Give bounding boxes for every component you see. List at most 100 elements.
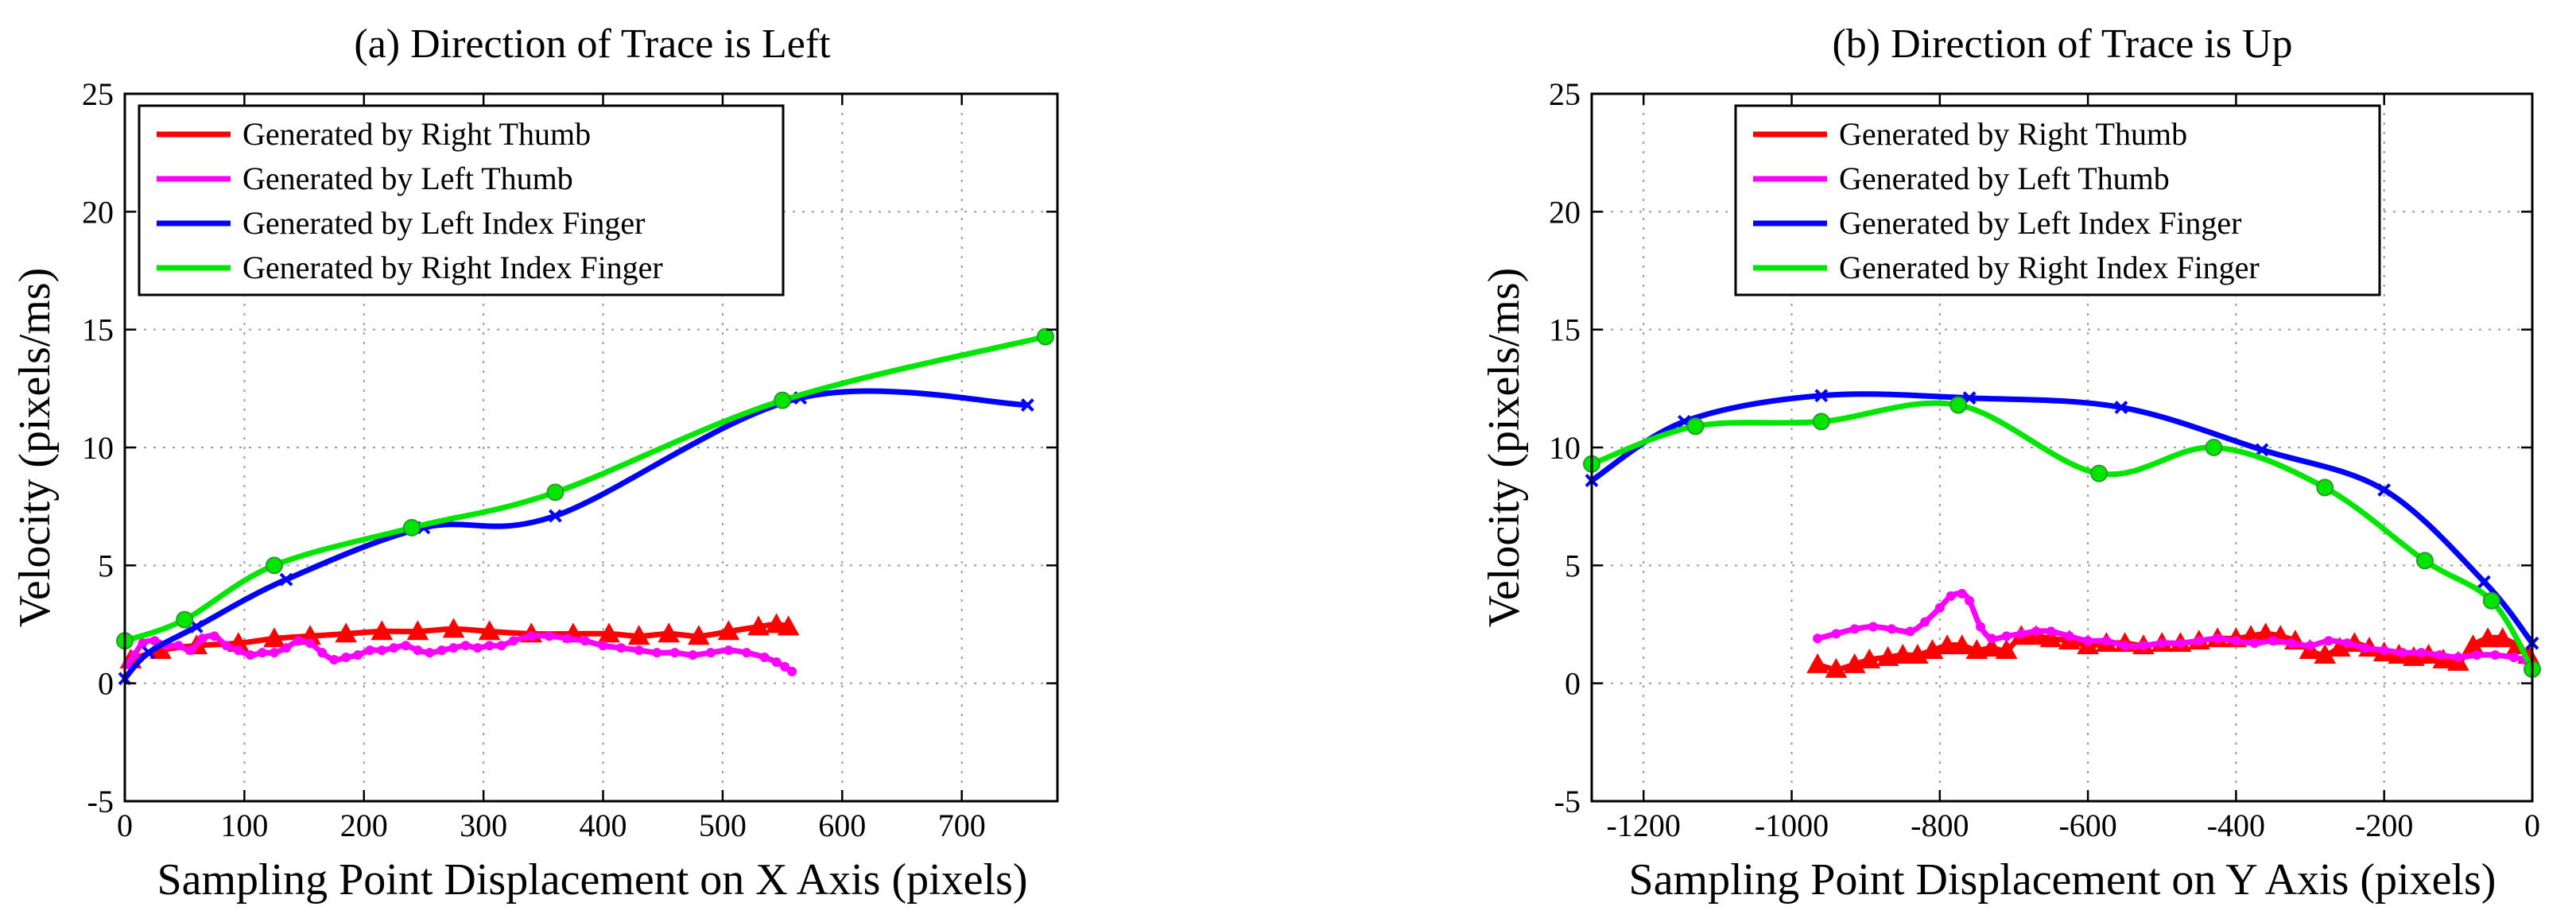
data-point bbox=[2314, 644, 2337, 664]
data-point bbox=[2083, 636, 2093, 646]
data-point bbox=[2361, 643, 2371, 653]
data-point bbox=[1920, 617, 1930, 627]
x-tick-label: -600 bbox=[2058, 808, 2116, 843]
data-point bbox=[176, 610, 194, 629]
legend-label: Generated by Right Thumb bbox=[242, 116, 591, 152]
y-tick-label: 10 bbox=[82, 430, 114, 466]
data-point bbox=[759, 653, 770, 663]
data-point bbox=[2415, 552, 2434, 570]
data-point bbox=[484, 641, 495, 651]
data-point bbox=[1831, 629, 1841, 639]
data-point bbox=[335, 622, 358, 643]
data-point bbox=[317, 648, 328, 658]
data-point bbox=[2114, 401, 2128, 414]
legend-item: Generated by Left Index Finger bbox=[157, 205, 645, 241]
data-point bbox=[2138, 641, 2148, 651]
y-tick-label: 0 bbox=[1565, 666, 1581, 702]
data-point bbox=[1949, 396, 1968, 414]
data-point bbox=[2090, 464, 2109, 482]
data-point bbox=[546, 483, 564, 502]
data-point bbox=[245, 650, 255, 661]
data-point bbox=[508, 636, 518, 646]
data-point bbox=[1987, 633, 1997, 644]
legend: Generated by Right Thumb Generated by Lef… bbox=[138, 104, 785, 296]
data-point bbox=[1812, 413, 1830, 431]
plot-frame bbox=[123, 92, 1059, 803]
data-point bbox=[2477, 575, 2491, 589]
data-point bbox=[377, 645, 387, 656]
data-point bbox=[496, 641, 506, 651]
data-point bbox=[2490, 650, 2500, 661]
data-point bbox=[442, 618, 465, 638]
data-point bbox=[2434, 650, 2445, 661]
data-point bbox=[1946, 591, 1956, 601]
data-point bbox=[2064, 631, 2074, 641]
data-point bbox=[448, 643, 459, 653]
x-tick-label: 700 bbox=[938, 808, 986, 843]
x-tick-label: -1200 bbox=[1607, 808, 1681, 843]
data-point bbox=[742, 648, 751, 658]
data-point bbox=[771, 657, 782, 667]
data-point bbox=[687, 625, 710, 645]
data-point bbox=[2231, 636, 2241, 646]
data-point bbox=[1905, 626, 1915, 637]
y-tick-label: -5 bbox=[87, 784, 114, 819]
data-point bbox=[669, 648, 680, 658]
data-point bbox=[265, 556, 283, 575]
data-point bbox=[370, 620, 394, 641]
x-tick-label: 100 bbox=[220, 808, 268, 843]
legend-item: Generated by Right Thumb bbox=[157, 116, 591, 152]
data-point bbox=[425, 648, 435, 658]
data-point bbox=[2205, 439, 2223, 456]
data-point bbox=[1814, 389, 1829, 403]
y-tick-label: 5 bbox=[1565, 548, 1581, 583]
data-point bbox=[1995, 639, 2018, 660]
data-point bbox=[197, 633, 208, 644]
data-point bbox=[293, 636, 304, 646]
x-axis-label: Sampling Point Displacement on Y Axis (p… bbox=[1629, 855, 2496, 905]
x-tick-label: -800 bbox=[1911, 808, 1969, 843]
data-point bbox=[616, 643, 627, 653]
data-point bbox=[402, 518, 421, 537]
x-tick-label: 0 bbox=[117, 808, 133, 843]
legend-item: Generated by Left Index Finger bbox=[1753, 205, 2241, 241]
legend-label: Generated by Left Thumb bbox=[242, 161, 573, 196]
data-point bbox=[1020, 398, 1034, 413]
data-point bbox=[1813, 633, 1823, 644]
data-point bbox=[658, 622, 681, 643]
data-point bbox=[1887, 624, 1897, 634]
data-point bbox=[580, 636, 590, 646]
legend-label: Generated by Left Thumb bbox=[1839, 161, 2170, 196]
data-point bbox=[2268, 636, 2278, 646]
legend-label: Generated by Right Index Finger bbox=[242, 250, 663, 285]
series-generated-by-left-thumb bbox=[122, 631, 797, 676]
series-layer bbox=[116, 327, 1054, 686]
data-point bbox=[1858, 648, 1881, 668]
data-point bbox=[257, 648, 267, 658]
legend-item: Generated by Right Index Finger bbox=[1753, 250, 2260, 285]
chart-right: (b) Direction of Trace is Up -1200 -1000-… bbox=[1480, 21, 2541, 905]
data-point bbox=[460, 641, 471, 651]
legend-item: Generated by Right Thumb bbox=[1753, 116, 2187, 152]
data-point bbox=[2416, 648, 2427, 658]
series-line bbox=[1589, 400, 2535, 672]
data-point bbox=[544, 631, 554, 641]
data-point bbox=[406, 620, 429, 641]
y-tick-label: -5 bbox=[1554, 784, 1581, 819]
legend-box bbox=[1734, 104, 2381, 296]
data-point bbox=[173, 641, 184, 651]
data-point bbox=[598, 641, 608, 651]
y-axis-label: Velocity (pixels/ms) bbox=[1480, 268, 1529, 628]
legend-box bbox=[138, 104, 785, 296]
data-point bbox=[142, 645, 156, 660]
data-point bbox=[2213, 633, 2223, 644]
data-point bbox=[1849, 624, 1860, 634]
x-tick-label: -1000 bbox=[1755, 808, 1829, 843]
data-point bbox=[787, 666, 797, 676]
data-point bbox=[2046, 626, 2056, 637]
data-point bbox=[780, 661, 790, 672]
series-generated-by-right-thumb bbox=[1806, 622, 2540, 678]
data-point bbox=[279, 572, 293, 587]
data-point bbox=[724, 645, 734, 656]
